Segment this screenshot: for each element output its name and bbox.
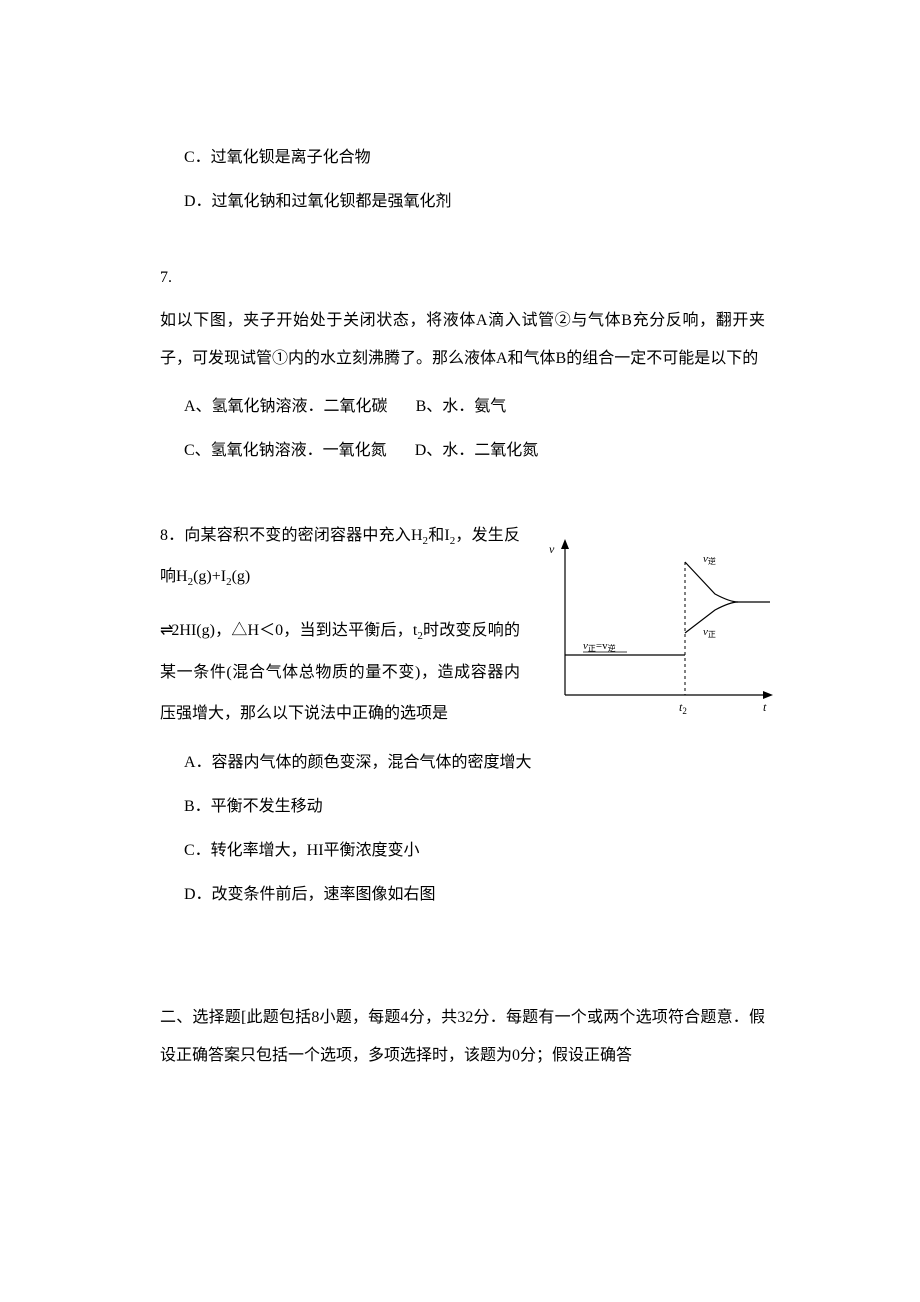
- svg-text:v逆: v逆: [703, 553, 716, 566]
- q7-body: 如以下图，夹子开始处于关闭状态，将液体A滴入试管②与气体B充分反响，翻开夹子，可…: [160, 302, 765, 379]
- q7-number: 7.: [160, 266, 765, 290]
- section2-header: 二、选择题[此题包括8小题，每题4分，共32分．每题有一个或两个选项符合题意．假…: [160, 999, 765, 1076]
- q8-option-c: C．转化率增大，HI平衡浓度变小: [184, 835, 765, 867]
- q6-option-c: C．过氧化钡是离子化合物: [184, 142, 765, 174]
- q7-options-row1: A、氢氧化钠溶液．二氧化碳 B、水．氨气: [184, 391, 765, 423]
- svg-text:v正: v正: [703, 626, 716, 639]
- q8-option-d: D．改变条件前后，速率图像如右图: [184, 879, 765, 911]
- q8-equation: ⇌2HI(g)，△H＜0，当到达平衡后，t2时改变反响的某一条件(混合气体总物质…: [160, 610, 520, 735]
- q7-option-d: D、水．二氧化氮: [415, 442, 539, 459]
- q7-options-row2: C、氢氧化钠溶液．一氧化氮 D、水．二氧化氮: [184, 435, 765, 467]
- q6-option-d: D．过氧化钠和过氧化钡都是强氧化剂: [184, 186, 765, 218]
- q8-intro: 8．向某容积不变的密闭容器中充入H2和I2，发生反响H2(g)+I2(g): [160, 515, 520, 598]
- q7-option-a: A、氢氧化钠溶液．二氧化碳: [184, 398, 388, 415]
- q7-option-b: B、水．氨气: [416, 398, 507, 415]
- q7-option-c: C、氢氧化钠溶液．一氧化氮: [184, 442, 387, 459]
- q8-option-a: A．容器内气体的颜色变深，混合气体的密度增大: [184, 747, 765, 779]
- svg-text:v正=v逆: v正=v逆: [583, 640, 616, 653]
- q8-container: 8．向某容积不变的密闭容器中充入H2和I2，发生反响H2(g)+I2(g) ⇌2…: [160, 515, 765, 735]
- rate-chart: v t t2 v正=v逆 v逆 v正: [535, 525, 775, 725]
- svg-text:t2: t2: [679, 700, 687, 716]
- svg-text:v: v: [549, 542, 555, 556]
- q8-option-b: B．平衡不发生移动: [184, 791, 765, 823]
- svg-text:t: t: [763, 700, 767, 714]
